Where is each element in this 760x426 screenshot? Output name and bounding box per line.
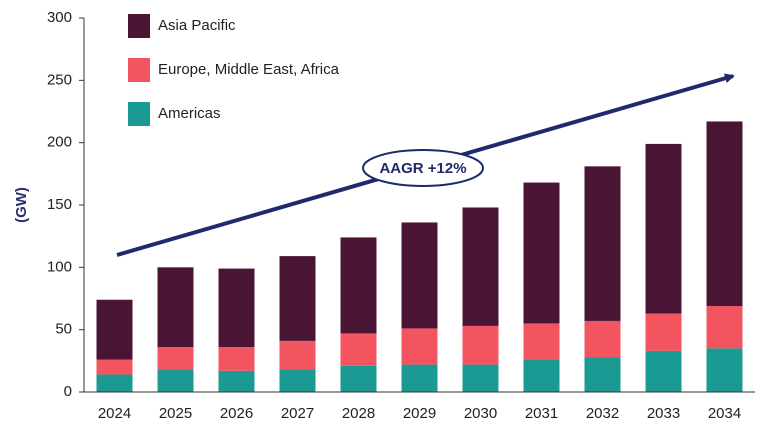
bar-segment bbox=[279, 340, 316, 370]
x-tick-label: 2034 bbox=[708, 405, 741, 422]
bar-segment bbox=[279, 369, 316, 392]
x-tick-label: 2025 bbox=[159, 405, 192, 422]
annotation-bubble bbox=[362, 149, 484, 187]
x-tick-label: 2028 bbox=[342, 405, 375, 422]
bar-segment bbox=[401, 328, 438, 365]
legend-label: Europe, Middle East, Africa bbox=[158, 61, 340, 78]
bar-segment bbox=[157, 347, 194, 370]
y-tick-label: 250 bbox=[47, 71, 72, 88]
legend-swatch bbox=[128, 102, 150, 126]
x-tick-label: 2031 bbox=[525, 405, 558, 422]
x-tick-label: 2029 bbox=[403, 405, 436, 422]
legend-swatch bbox=[128, 14, 150, 38]
bar-segment bbox=[523, 359, 560, 392]
bar-segment bbox=[645, 313, 682, 351]
bar-segment bbox=[706, 348, 743, 392]
y-tick-label: 50 bbox=[55, 321, 72, 338]
x-tick-label: 2024 bbox=[98, 405, 131, 422]
bar-segment bbox=[401, 222, 438, 329]
bar-segment bbox=[340, 237, 377, 334]
legend-label: Americas bbox=[158, 105, 221, 122]
bar-segment bbox=[340, 365, 377, 392]
y-tick-label: 0 bbox=[64, 383, 72, 400]
y-tick-label: 200 bbox=[47, 134, 72, 151]
annotation: AAGR +12% bbox=[379, 160, 466, 177]
x-tick-label: 2030 bbox=[464, 405, 497, 422]
bar-segment bbox=[645, 143, 682, 314]
bar-segment bbox=[279, 256, 316, 341]
bar-segment bbox=[157, 267, 194, 348]
bar-segment bbox=[523, 182, 560, 324]
x-tick-label: 2027 bbox=[281, 405, 314, 422]
bar-segment bbox=[340, 333, 377, 366]
bar-segment bbox=[584, 357, 621, 392]
legend-swatch bbox=[128, 58, 150, 82]
bar-segment bbox=[706, 121, 743, 306]
bar-segment bbox=[401, 364, 438, 392]
x-tick-label: 2032 bbox=[586, 405, 619, 422]
bar-segment bbox=[96, 359, 133, 375]
bar-segment bbox=[706, 305, 743, 349]
x-tick-label: 2026 bbox=[220, 405, 253, 422]
bar-segment bbox=[584, 320, 621, 358]
bar-segment bbox=[523, 323, 560, 360]
bar-segment bbox=[462, 364, 499, 392]
bar-segment bbox=[96, 374, 133, 392]
legend-label: Asia Pacific bbox=[158, 17, 236, 34]
y-axis-label: (GW) bbox=[13, 187, 30, 223]
bar-segment bbox=[218, 347, 255, 371]
bar-segment bbox=[218, 268, 255, 348]
bar-segment bbox=[96, 299, 133, 360]
x-tick-label: 2033 bbox=[647, 405, 680, 422]
plot-area: 0 50 100 150 200 250 300 2024 2025 2026 2027 2028 20… bbox=[47, 9, 755, 422]
bar-segment bbox=[462, 325, 499, 365]
y-tick-label: 150 bbox=[47, 196, 72, 213]
y-tick-label: 300 bbox=[47, 9, 72, 26]
bar-segment bbox=[462, 207, 499, 326]
bar-segment bbox=[645, 350, 682, 392]
bar-segment bbox=[584, 166, 621, 321]
bar-segment bbox=[157, 369, 194, 392]
bar-segment bbox=[218, 370, 255, 392]
y-tick-label: 100 bbox=[47, 258, 72, 275]
